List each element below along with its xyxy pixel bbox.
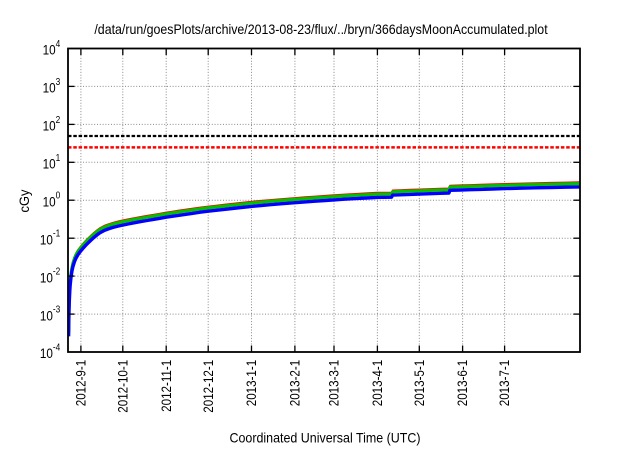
svg-text:2013-1-1: 2013-1-1 [244,360,259,406]
svg-text:2013-5-1: 2013-5-1 [412,360,427,406]
svg-text:2013-7-1: 2013-7-1 [497,360,512,406]
svg-text:2012-10-1: 2012-10-1 [116,360,131,413]
svg-text:2012-11-1: 2012-11-1 [159,360,174,412]
svg-text:2013-3-1: 2013-3-1 [327,360,342,406]
svg-text:2013-2-1: 2013-2-1 [288,360,303,406]
svg-text:2012-9-1: 2012-9-1 [74,360,89,406]
svg-text:2013-4-1: 2013-4-1 [370,360,385,406]
svg-text:/data/run/goesPlots/archive/20: /data/run/goesPlots/archive/2013-08-23/f… [94,21,548,37]
svg-text:2013-6-1: 2013-6-1 [455,360,470,406]
svg-text:2012-12-1: 2012-12-1 [201,360,216,413]
svg-text:cGy: cGy [17,189,32,212]
svg-text:Coordinated Universal Time (UT: Coordinated Universal Time (UTC) [229,430,420,446]
